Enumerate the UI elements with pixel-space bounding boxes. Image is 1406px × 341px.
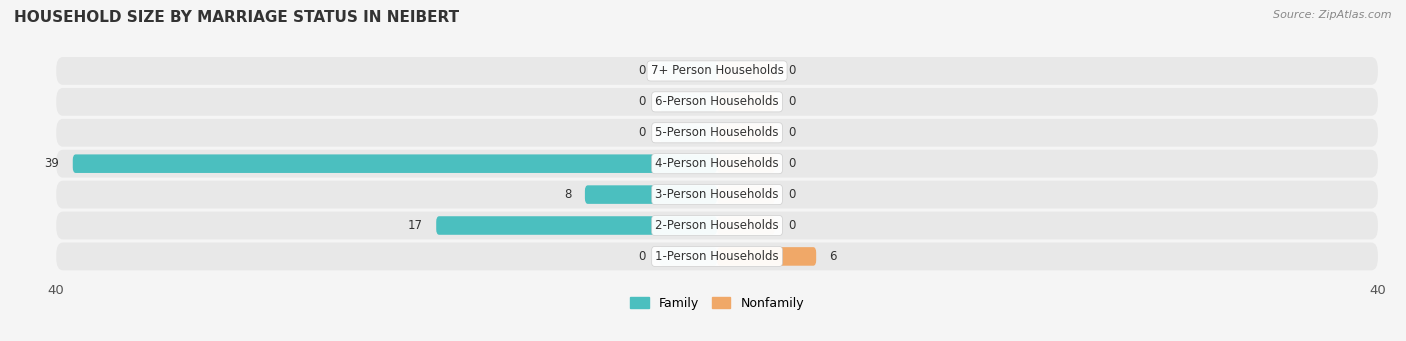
- FancyBboxPatch shape: [73, 154, 717, 173]
- FancyBboxPatch shape: [56, 150, 1378, 178]
- FancyBboxPatch shape: [717, 185, 775, 204]
- Text: 0: 0: [638, 126, 645, 139]
- FancyBboxPatch shape: [436, 216, 717, 235]
- FancyBboxPatch shape: [717, 247, 815, 266]
- FancyBboxPatch shape: [56, 242, 1378, 270]
- Text: 0: 0: [638, 250, 645, 263]
- Text: 6: 6: [830, 250, 837, 263]
- FancyBboxPatch shape: [659, 247, 717, 266]
- Text: 39: 39: [45, 157, 59, 170]
- FancyBboxPatch shape: [56, 57, 1378, 85]
- FancyBboxPatch shape: [659, 123, 717, 142]
- FancyBboxPatch shape: [56, 181, 1378, 208]
- Text: 0: 0: [789, 95, 796, 108]
- Text: 3-Person Households: 3-Person Households: [655, 188, 779, 201]
- Text: 0: 0: [638, 95, 645, 108]
- Legend: Family, Nonfamily: Family, Nonfamily: [626, 292, 808, 315]
- Text: 0: 0: [789, 64, 796, 77]
- Text: 4-Person Households: 4-Person Households: [655, 157, 779, 170]
- Text: 0: 0: [789, 219, 796, 232]
- FancyBboxPatch shape: [56, 212, 1378, 239]
- Text: 0: 0: [789, 188, 796, 201]
- Text: 6-Person Households: 6-Person Households: [655, 95, 779, 108]
- FancyBboxPatch shape: [717, 92, 775, 111]
- Text: 1-Person Households: 1-Person Households: [655, 250, 779, 263]
- Text: 0: 0: [789, 126, 796, 139]
- FancyBboxPatch shape: [717, 216, 775, 235]
- Text: 0: 0: [638, 64, 645, 77]
- Text: 2-Person Households: 2-Person Households: [655, 219, 779, 232]
- FancyBboxPatch shape: [56, 88, 1378, 116]
- Text: 0: 0: [789, 157, 796, 170]
- Text: 17: 17: [408, 219, 423, 232]
- FancyBboxPatch shape: [717, 62, 775, 80]
- Text: 5-Person Households: 5-Person Households: [655, 126, 779, 139]
- Text: 8: 8: [564, 188, 572, 201]
- FancyBboxPatch shape: [717, 154, 775, 173]
- Text: HOUSEHOLD SIZE BY MARRIAGE STATUS IN NEIBERT: HOUSEHOLD SIZE BY MARRIAGE STATUS IN NEI…: [14, 10, 460, 25]
- FancyBboxPatch shape: [659, 92, 717, 111]
- Text: Source: ZipAtlas.com: Source: ZipAtlas.com: [1274, 10, 1392, 20]
- Text: 7+ Person Households: 7+ Person Households: [651, 64, 783, 77]
- FancyBboxPatch shape: [585, 185, 717, 204]
- FancyBboxPatch shape: [717, 123, 775, 142]
- FancyBboxPatch shape: [659, 62, 717, 80]
- FancyBboxPatch shape: [56, 119, 1378, 147]
